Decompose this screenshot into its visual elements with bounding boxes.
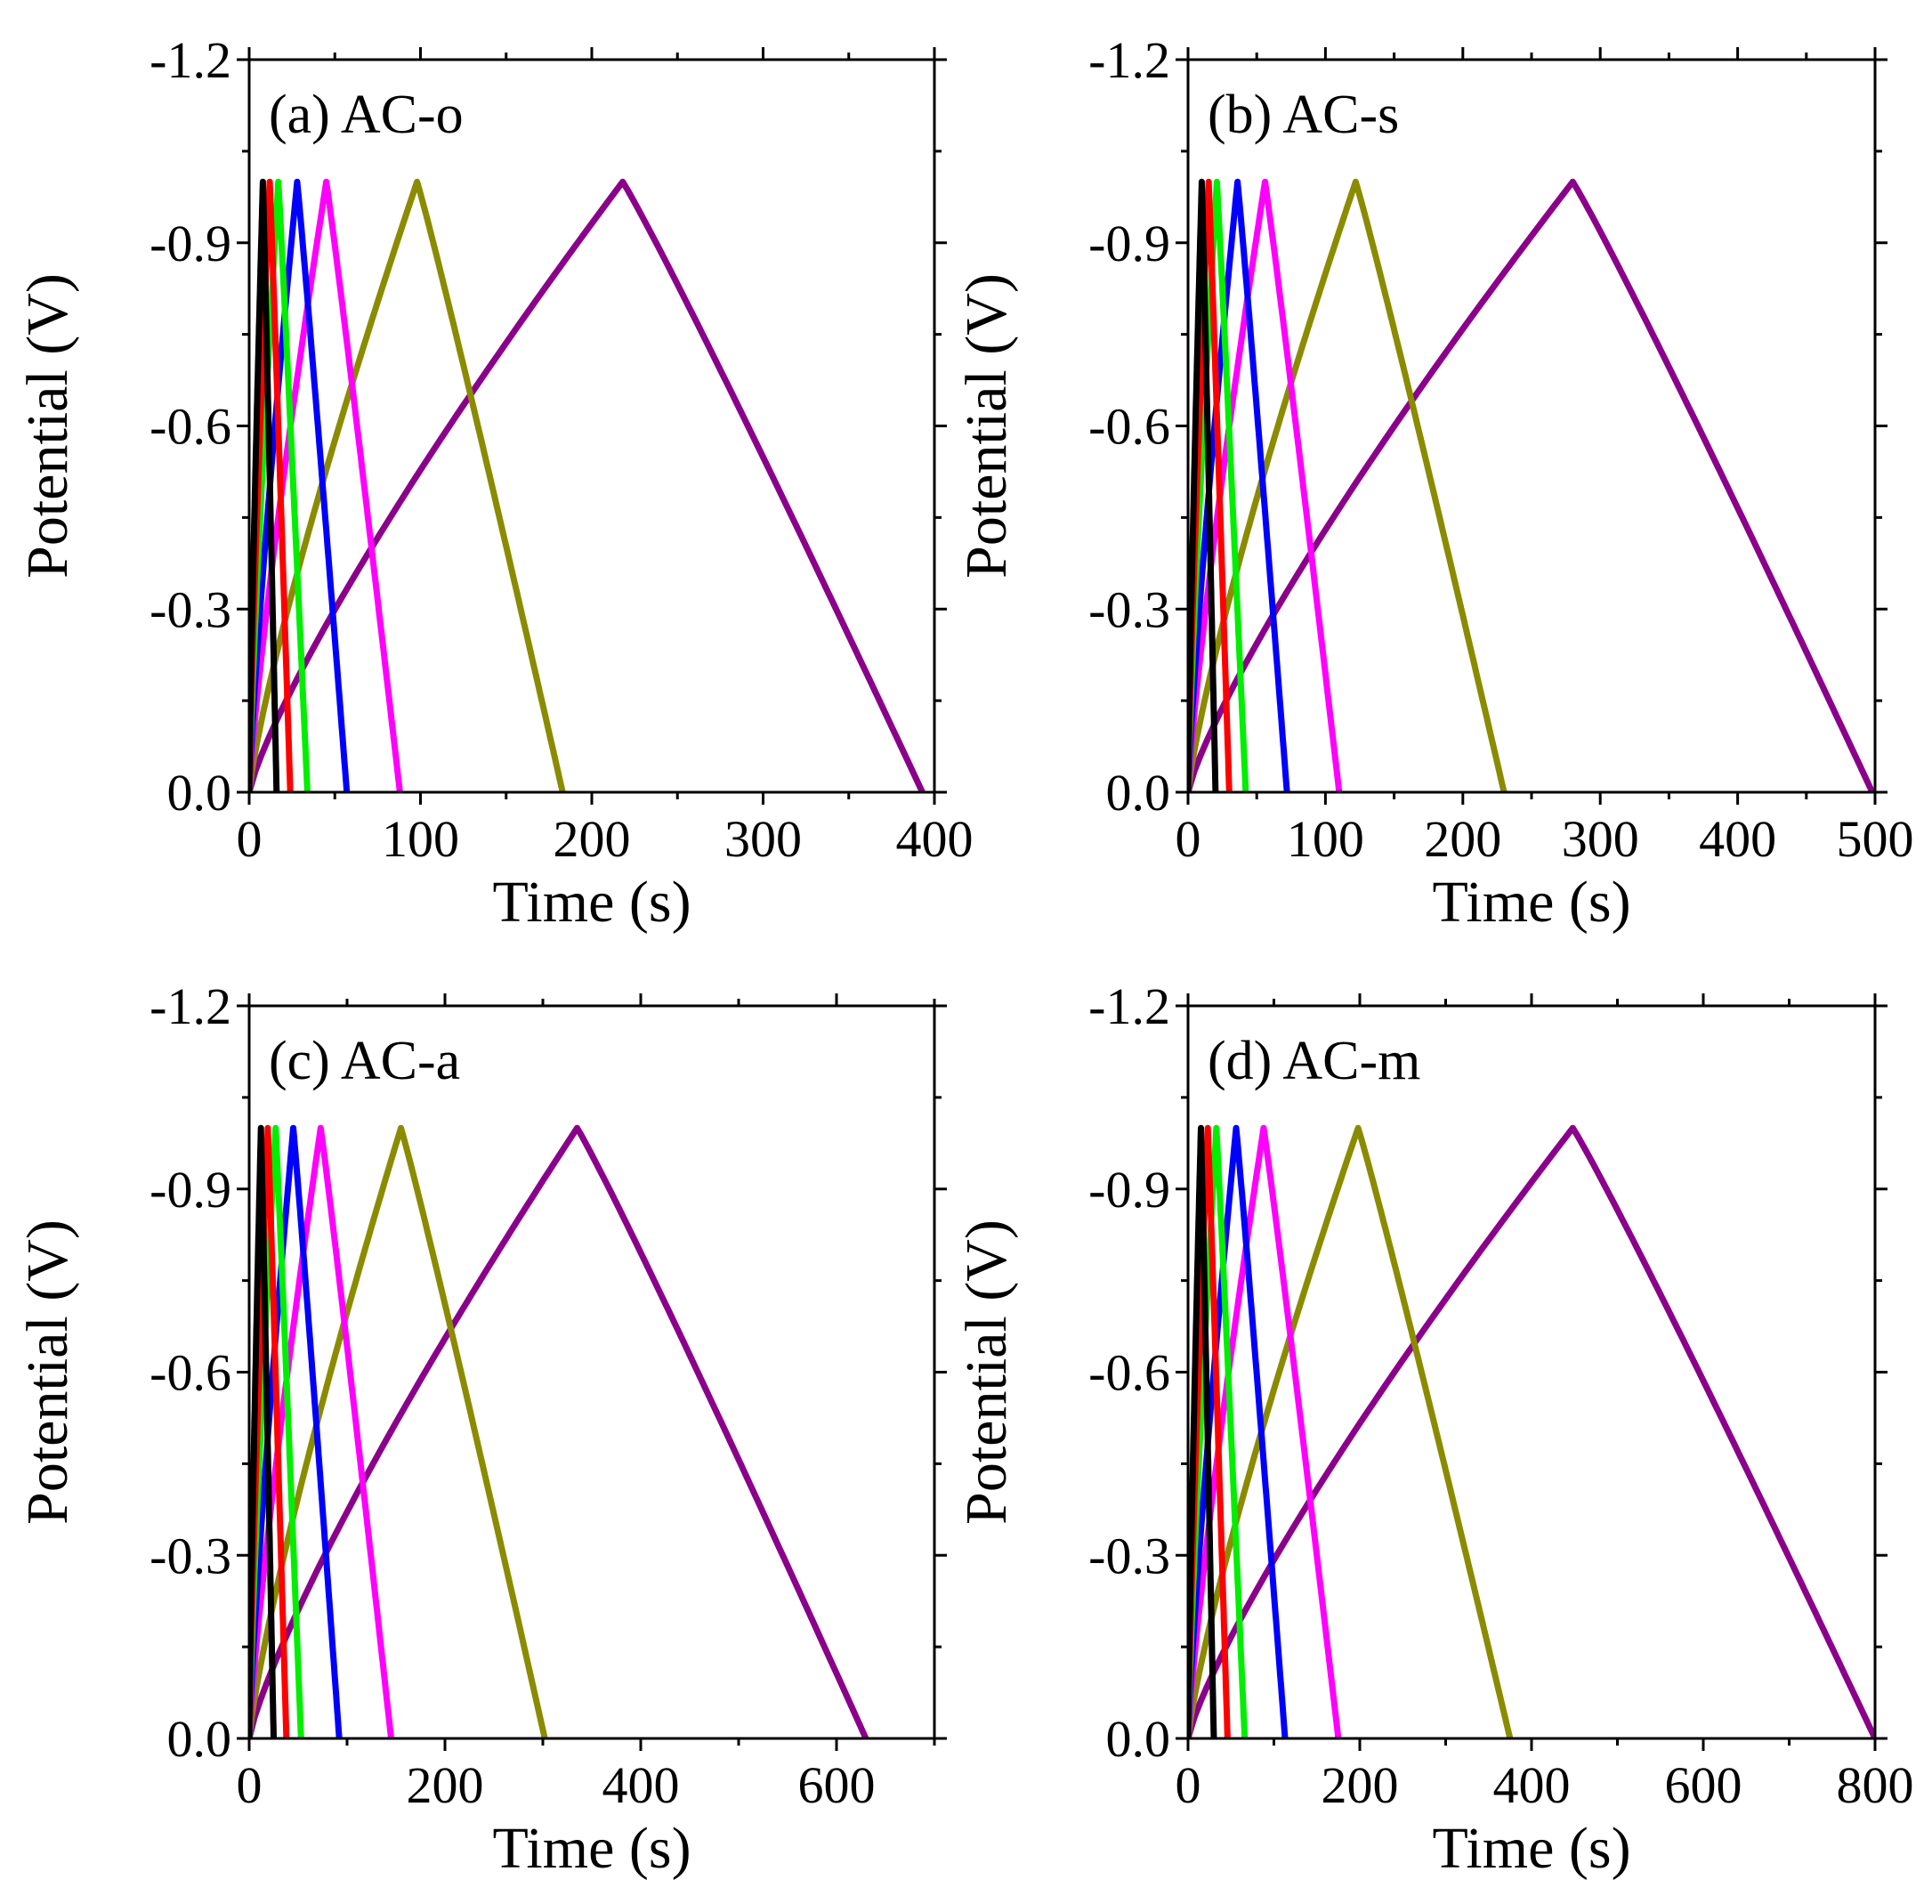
y-axis-label: Potential (V) (954, 1219, 1019, 1525)
y-tick-label: -0.6 (1088, 1344, 1170, 1402)
x-tick-label: 400 (1493, 1756, 1571, 1814)
y-tick-label: -0.9 (150, 215, 231, 272)
series-line-1 (249, 1124, 869, 1738)
x-axis-label: Time (s) (1432, 870, 1630, 935)
y-tick-label: -0.9 (1088, 1161, 1170, 1219)
y-tick-label: -0.3 (1088, 1527, 1170, 1584)
x-tick-label: 0 (1176, 810, 1201, 868)
y-tick-label: -0.9 (150, 1161, 231, 1219)
series-line-4 (1188, 178, 1290, 792)
y-tick-label: -1.2 (150, 977, 231, 1035)
y-tick-label: -1.2 (1088, 31, 1170, 89)
x-tick-label: 100 (382, 810, 459, 868)
x-tick-label: 200 (1424, 810, 1501, 868)
series-group (1188, 178, 1875, 792)
series-line-2 (249, 1124, 548, 1738)
series-line-1 (1188, 178, 1875, 792)
y-tick-label: -0.6 (150, 1344, 231, 1402)
x-tick-label: 800 (1837, 1756, 1914, 1814)
panel-label: (d) AC-m (1208, 1031, 1420, 1091)
series-line-3 (1188, 1124, 1342, 1738)
y-tick-label: -0.3 (150, 580, 231, 638)
chart-panel-c: 0 200 400 600 -1.2 -0.9 -0.6 -0.3 0.0 Time (s) Pot… (15, 977, 947, 1881)
y-tick-label: -0.3 (150, 1527, 231, 1584)
series-line-1 (1188, 1124, 1875, 1738)
x-tick-label: 400 (1699, 810, 1776, 868)
y-axis-label: Potential (V) (15, 273, 80, 579)
series-line-3 (249, 1124, 394, 1738)
x-tick-label: 500 (1837, 810, 1914, 868)
x-tick-label: 200 (1322, 1756, 1399, 1814)
panel-label: (a) AC-o (269, 85, 464, 145)
series-group (249, 1124, 869, 1738)
series-group (249, 178, 926, 792)
x-tick-label: 0 (1176, 1756, 1201, 1814)
series-line-4 (1188, 1124, 1289, 1738)
series-line-4 (249, 1124, 343, 1738)
y-tick-label: -0.3 (1088, 580, 1170, 638)
y-tick-label: -0.6 (150, 398, 231, 456)
y-tick-label: -1.2 (150, 31, 231, 89)
series-line-3 (1188, 178, 1343, 792)
series-line-2 (1188, 178, 1508, 792)
y-tick-label: -1.2 (1088, 977, 1170, 1035)
series-line-4 (249, 178, 351, 792)
x-tick-label: 400 (896, 810, 974, 868)
series-line-2 (249, 178, 566, 792)
y-tick-label: 0.0 (1106, 764, 1171, 822)
x-tick-label: 0 (237, 1756, 263, 1814)
series-line-7 (1188, 1124, 1217, 1738)
chart-panel-d: 0 200 400 600 800 -1.2 -0.9 -0.6 -0.3 0.0 Time (s)… (954, 977, 1914, 1881)
y-tick-label: 0.0 (167, 1710, 232, 1768)
y-axis-label: Potential (V) (954, 273, 1019, 579)
x-axis-label: Time (s) (492, 1816, 691, 1881)
chart-panel-a: 0 100 200 300 400 -1.2 -0.9 -0.6 -0.3 0.0 Time (s)… (15, 31, 974, 935)
x-tick-label: 300 (724, 810, 802, 868)
x-axis-label: Time (s) (1432, 1816, 1630, 1881)
series-line-7 (1188, 178, 1219, 792)
series-line-2 (1188, 1124, 1514, 1738)
x-tick-label: 100 (1287, 810, 1364, 868)
series-line-7 (249, 178, 280, 792)
series-line-3 (249, 178, 403, 792)
y-tick-label: 0.0 (1106, 1710, 1171, 1768)
x-tick-label: 600 (1665, 1756, 1742, 1814)
x-tick-label: 400 (602, 1756, 680, 1814)
panel-label: (c) AC-a (269, 1031, 460, 1091)
x-tick-label: 200 (554, 810, 631, 868)
y-tick-label: -0.9 (1088, 215, 1170, 272)
x-tick-label: 0 (237, 810, 263, 868)
y-axis-label: Potential (V) (15, 1219, 80, 1525)
x-tick-label: 600 (798, 1756, 876, 1814)
x-axis-label: Time (s) (492, 870, 691, 935)
y-tick-label: 0.0 (167, 764, 232, 822)
series-line-7 (249, 1124, 277, 1738)
x-tick-label: 200 (407, 1756, 484, 1814)
series-group (1188, 1124, 1875, 1738)
y-tick-label: -0.6 (1088, 398, 1170, 456)
panel-label: (b) AC-s (1208, 85, 1399, 145)
chart-panel-b: 0 100 200 300 400 500 -1.2 -0.9 -0.6 -0.3 0.0 Time … (954, 31, 1914, 935)
x-tick-label: 300 (1562, 810, 1639, 868)
